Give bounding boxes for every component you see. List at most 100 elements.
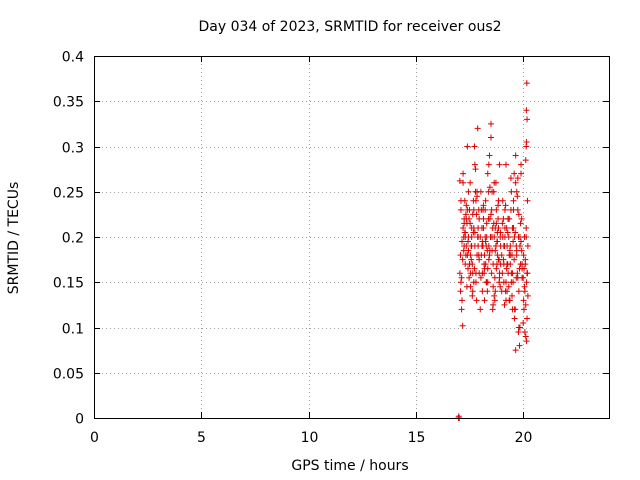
data-point [459,256,466,263]
data-point [524,197,531,204]
x-axis-label: GPS time / hours [291,458,408,474]
data-point [465,265,472,272]
data-point [524,315,531,322]
y-tick-label: 0.4 [62,50,84,66]
data-point [472,188,479,195]
data-point [462,234,469,240]
x-tick-label: 20 [515,430,533,446]
data-point [520,274,527,281]
data-point [470,197,477,204]
chart-title: Day 034 of 2023, SRMTID for receiver ous… [198,19,501,35]
data-point [465,238,472,245]
data-point [480,202,487,209]
y-tick-label: 0.05 [53,367,84,383]
data-point [487,211,494,218]
data-point [459,297,466,304]
data-point [522,157,529,164]
data-point [469,292,476,299]
data-point [497,283,504,290]
y-tick-label: 0 [75,412,84,428]
data-point [466,215,473,222]
tick-labels: 0 5 10 15 20 0 0.05 0.1 0.15 0.2 0.25 0.3 0.35 0.4 [53,50,533,447]
data-point [459,322,466,329]
data-point [499,234,506,240]
data-point [465,247,472,254]
data-point [458,306,465,313]
data-point [498,252,505,259]
data-point [510,197,517,204]
data-point [495,215,502,222]
data-point [521,329,528,336]
data-point [503,279,509,286]
data-point [484,288,491,295]
grid [94,56,609,418]
data-point [465,188,472,195]
data-point [486,152,493,159]
data-point [490,301,497,308]
data-point [488,270,495,277]
data-point [524,270,531,277]
data-point [493,238,500,245]
data-point [499,197,506,204]
data-point [487,234,494,240]
data-point [472,270,479,277]
data-point [484,265,491,272]
data-point [466,261,473,268]
data-point [506,252,513,259]
data-point [512,179,519,186]
data-point [515,324,522,331]
data-point [488,206,495,213]
data-point [462,211,469,218]
data-point [520,297,527,304]
data-point [473,297,480,304]
data-point [506,247,513,254]
data-point [511,256,518,263]
data-point [518,247,525,254]
data-point [516,243,523,250]
data-point [505,283,512,290]
x-tick-label: 10 [301,430,319,446]
data-point [521,283,528,290]
data-point [487,120,494,127]
data-point [523,224,530,231]
data-point [520,319,527,326]
data-point [472,166,479,173]
data-point [461,220,468,227]
data-point [486,252,493,259]
data-point [503,265,510,272]
y-tick-label: 0.1 [62,322,84,338]
data-point [524,116,531,123]
data-point [467,179,474,186]
data-point [477,274,484,281]
data-point [515,211,522,218]
data-point [477,188,484,195]
data-point [516,342,523,349]
data-point [481,297,488,304]
data-point [509,292,516,299]
data-point [518,215,525,222]
y-tick-label: 0.15 [53,276,84,292]
data-point [482,197,489,204]
data-point [463,202,470,209]
data-point [513,274,520,281]
data-point [471,265,478,272]
data-point [512,152,519,159]
y-tick-label: 0.3 [62,141,84,157]
data-point [524,243,531,250]
data-point [460,224,467,231]
data-point [521,306,528,313]
data-point [458,274,465,281]
data-point [518,238,525,245]
data-point [476,256,483,263]
data-point [505,234,512,240]
data-point [517,220,524,227]
data-point [489,224,496,231]
data-point [457,252,464,259]
data-point [486,184,493,191]
data-point [468,256,475,263]
data-point [509,224,516,231]
points [455,80,531,421]
data-point [471,161,478,168]
data-point [492,179,499,186]
data-point [501,224,508,231]
